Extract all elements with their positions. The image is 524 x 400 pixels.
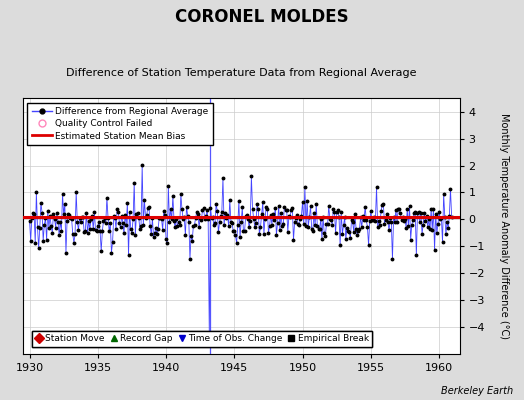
Legend: Station Move, Record Gap, Time of Obs. Change, Empirical Break: Station Move, Record Gap, Time of Obs. C… — [31, 331, 372, 347]
Text: Berkeley Earth: Berkeley Earth — [441, 386, 514, 396]
Title: Difference of Station Temperature Data from Regional Average: Difference of Station Temperature Data f… — [66, 68, 417, 78]
Y-axis label: Monthly Temperature Anomaly Difference (°C): Monthly Temperature Anomaly Difference (… — [499, 113, 509, 339]
Text: CORONEL MOLDES: CORONEL MOLDES — [175, 8, 349, 26]
